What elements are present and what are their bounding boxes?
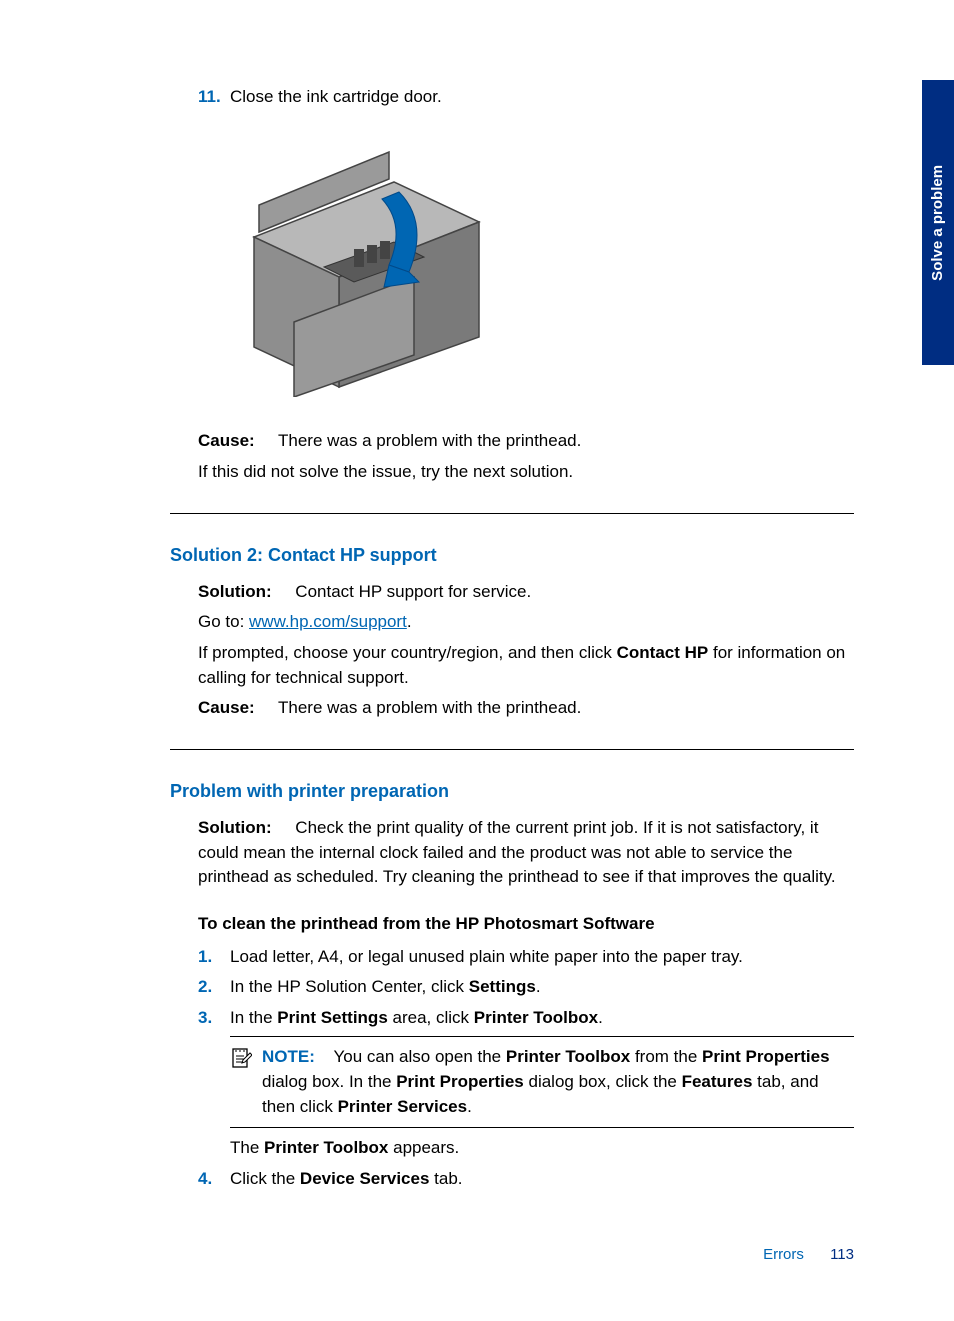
solution2-solution-line: Solution: Contact HP support for service… — [198, 580, 854, 605]
list-text: Load letter, A4, or legal unused plain w… — [230, 945, 743, 970]
list-item: 3. In the Print Settings area, click Pri… — [198, 1006, 854, 1031]
problem-solution-text: Check the print quality of the current p… — [198, 818, 836, 886]
note-box: NOTE: You can also open the Printer Tool… — [230, 1036, 854, 1128]
list-number: 1. — [198, 945, 230, 970]
list-text: In the HP Solution Center, click Setting… — [230, 975, 541, 1000]
list-text: Click the Device Services tab. — [230, 1167, 463, 1192]
side-tab-label: Solve a problem — [927, 165, 949, 281]
note-content: NOTE: You can also open the Printer Tool… — [262, 1045, 854, 1119]
support-link[interactable]: www.hp.com/support — [249, 612, 407, 631]
contact-hp-bold: Contact HP — [617, 643, 709, 662]
list-number: 2. — [198, 975, 230, 1000]
step-text: Close the ink cartridge door. — [230, 85, 442, 110]
goto-suffix: . — [407, 612, 412, 631]
goto-prefix: Go to: — [198, 612, 249, 631]
cause2-line: Cause: There was a problem with the prin… — [198, 696, 854, 721]
footer-section: Errors — [763, 1246, 804, 1263]
divider — [170, 749, 854, 750]
footer-page-number: 113 — [830, 1246, 854, 1263]
after-note-line: The Printer Toolbox appears. — [230, 1136, 854, 1161]
note-label: NOTE: — [262, 1047, 315, 1066]
side-tab: Solve a problem — [922, 80, 954, 365]
list-item: 1. Load letter, A4, or legal unused plai… — [198, 945, 854, 970]
page-footer: Errors 113 — [763, 1244, 854, 1266]
list-number: 4. — [198, 1167, 230, 1192]
prompted-line: If prompted, choose your country/region,… — [198, 641, 854, 690]
problem-solution-label: Solution: — [198, 818, 272, 837]
list-number: 3. — [198, 1006, 230, 1031]
cause-line: Cause: There was a problem with the prin… — [198, 429, 854, 454]
list-item: 4. Click the Device Services tab. — [198, 1167, 854, 1192]
solution-text: Contact HP support for service. — [295, 582, 531, 601]
problem-solution-line: Solution: Check the print quality of the… — [198, 816, 854, 890]
list-text: In the Print Settings area, click Printe… — [230, 1006, 603, 1031]
solution-label: Solution: — [198, 582, 272, 601]
step-11: 11. Close the ink cartridge door. — [198, 85, 854, 110]
page-content: 11. Close the ink cartridge door. Cause:… — [0, 0, 954, 1192]
cause2-label: Cause: — [198, 698, 255, 717]
prompted-pre: If prompted, choose your country/region,… — [198, 643, 617, 662]
step-number: 11. — [198, 85, 230, 110]
solution2-heading: Solution 2: Contact HP support — [170, 542, 854, 568]
try-next-text: If this did not solve the issue, try the… — [198, 460, 854, 485]
printer-illustration — [234, 137, 497, 397]
cause-label: Cause: — [198, 431, 255, 450]
list-item: 2. In the HP Solution Center, click Sett… — [198, 975, 854, 1000]
cause-text: There was a problem with the printhead. — [278, 431, 581, 450]
divider — [170, 513, 854, 514]
goto-line: Go to: www.hp.com/support. — [198, 610, 854, 635]
problem-heading: Problem with printer preparation — [170, 778, 854, 804]
clean-heading: To clean the printhead from the HP Photo… — [198, 912, 854, 937]
cause2-text: There was a problem with the printhead. — [278, 698, 581, 717]
note-icon — [230, 1047, 252, 1069]
